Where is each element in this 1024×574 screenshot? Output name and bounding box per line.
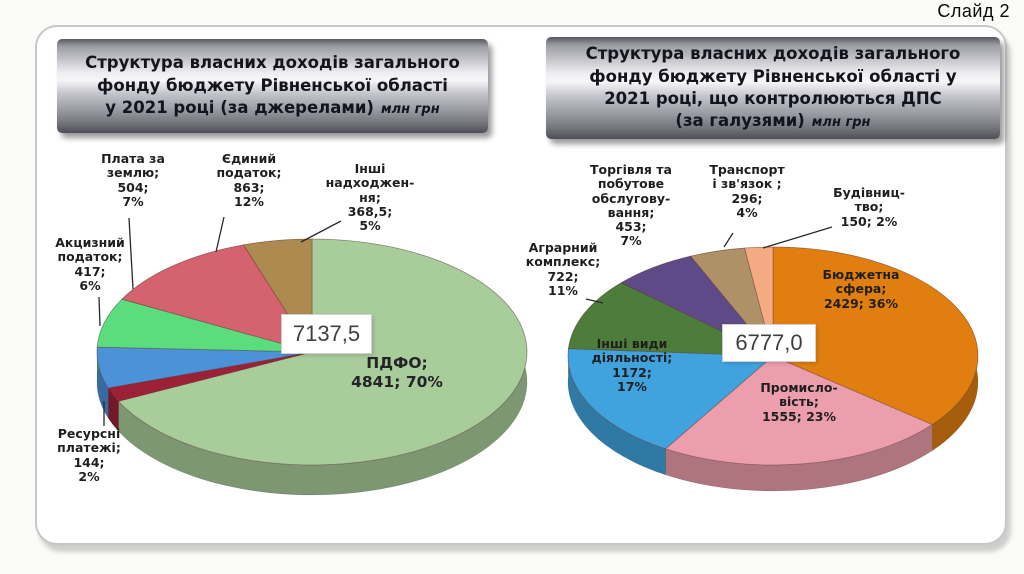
slice-label-ahrarnyi: Аграрний комплекс; 722; 11% (525, 240, 601, 298)
chart-title-right-text: Структура власних доходів загального фон… (585, 44, 961, 131)
pie1-slice-3 (568, 282, 774, 357)
slice-label-budivnytstvo: Будівниц- тво; 150; 2% (833, 185, 905, 229)
pie0-slice-3 (96, 298, 313, 353)
chart-title-banner-right: Структура власних доходів загального фон… (546, 37, 1000, 139)
chart-title-banner-left: Структура власних доходів загального фон… (57, 39, 488, 133)
chart-title-left-text: Структура власних доходів загального фон… (85, 53, 460, 118)
slice-label-inshi-vydy: Інші види діяльності; 1172; 17% (591, 336, 673, 394)
pie1-slice-2 (567, 348, 775, 450)
slice-label-biudzhetna: Бюджетна сфера; 2429; 36% (822, 267, 900, 311)
slice-label-torhivlia: Торгівля та побутове обслугову- вання; 4… (589, 162, 672, 249)
chart-title-right: Структура власних доходів загального фон… (586, 43, 961, 133)
pie0-slice-2 (96, 346, 313, 389)
pie0-slice-1 (107, 351, 313, 402)
slide-number: Слайд 2 (937, 1, 1010, 21)
pie1-slice-1 (664, 355, 934, 466)
chart-title-right-unit: млн грн (811, 115, 871, 131)
slice-label-yedynyi-podatok: Єдиний податок; 863; 12% (216, 151, 282, 209)
pie0-slice-4 (121, 244, 313, 353)
pie1-slice-0 (772, 246, 979, 426)
slice-label-pdfo: ПДФО; 4841; 70% (351, 354, 443, 392)
total-value-box-right: 6777,0 (722, 324, 816, 362)
slice-label-inshi-nadkhodzhennia: Інші надходжен- ня; 368,5; 5% (325, 161, 415, 233)
slice-label-promyslovist: Промисло- вість; 1555; 23% (760, 380, 838, 424)
slice-label-resursni-platezhi: Ресурсні платежі; 144; 2% (57, 426, 121, 484)
chart-title-left-unit: млн грн (380, 102, 440, 118)
slice-label-aktsyznyi-podatok: Акцизний податок; 417; 6% (55, 235, 125, 293)
slice-label-plata-za-zemlyu: Плата за землю; 504; 7% (101, 151, 165, 209)
slice-label-transport: Транспорт і зв'язок ; 296; 4% (709, 162, 785, 220)
chart-title-left: Структура власних доходів загального фон… (85, 52, 460, 119)
total-value-box-left: 7137,5 (281, 314, 372, 354)
